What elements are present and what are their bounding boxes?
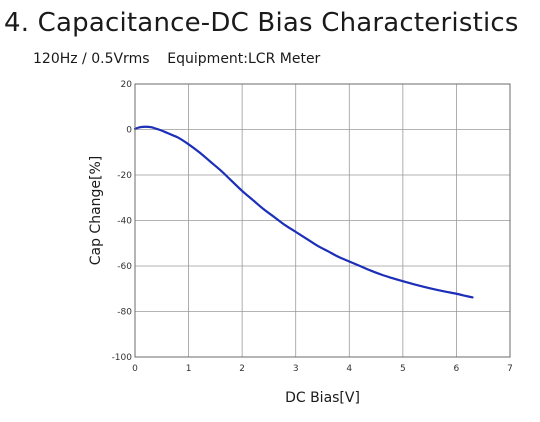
y-tick-label: -20 [117,171,132,181]
x-tick-label: 0 [132,364,138,374]
chart-subtitle: 120Hz / 0.5Vrms Equipment:LCR Meter [33,51,321,67]
x-axis-label: DC Bias[V] [285,390,360,406]
x-tick-labels: 0 1 2 3 4 5 6 7 [132,364,513,374]
plot-area [133,83,511,358]
grid-layer [135,84,510,357]
x-tick-label: 6 [454,364,460,374]
y-tick-label: -60 [117,262,132,272]
series-layer [133,125,474,299]
x-tick-label: 5 [400,364,406,374]
y-tick-label: -100 [112,353,133,363]
y-tick-label: 20 [121,80,133,90]
x-tick-label: 3 [293,364,299,374]
chart-title: 4. Capacitance-DC Bias Characteristics [4,8,519,38]
x-tick-label: 7 [507,364,513,374]
y-axis-label: Cap Change[%] [88,156,104,266]
x-tick-label: 1 [186,364,192,374]
x-tick-label: 4 [346,364,352,374]
y-tick-label: -40 [117,217,132,227]
series-line [133,125,474,299]
y-tick-label: 0 [126,126,132,136]
x-tick-label: 2 [239,364,245,374]
plot-frame [134,83,511,358]
y-tick-labels: 20 0 -20 -40 -60 -80 -100 [112,80,133,363]
y-tick-label: -80 [117,308,132,318]
